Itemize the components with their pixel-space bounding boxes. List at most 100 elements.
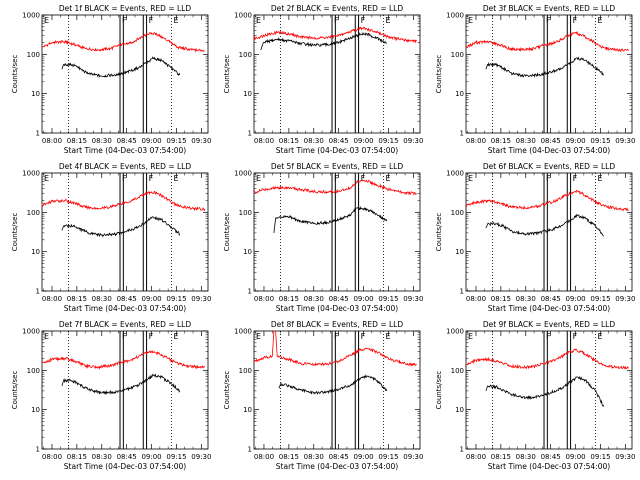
- x-tick-label: 09:30: [403, 295, 423, 303]
- lld-series-line: [465, 348, 629, 370]
- x-tick-label: 09:30: [191, 453, 211, 461]
- panel-title: Det 3f BLACK = Events, RED = LLD: [483, 4, 616, 13]
- events-series-line: [260, 31, 388, 51]
- x-tick-label: 08:45: [541, 137, 561, 145]
- panel-title: Det 4f BLACK = Events, RED = LLD: [59, 162, 192, 171]
- plot-frame: [465, 14, 633, 134]
- x-tick-label: 08:00: [42, 453, 62, 461]
- y-tick-label: 1: [248, 288, 252, 296]
- y-tick-label: 10: [243, 90, 252, 98]
- interval-marker-label: F: [546, 16, 551, 25]
- x-tick-label: 09:15: [590, 137, 610, 145]
- x-tick-label: 09:00: [565, 137, 585, 145]
- panel-title: Det 8f BLACK = Events, RED = LLD: [271, 320, 404, 329]
- x-tick-label: 09:00: [565, 453, 585, 461]
- x-tick-label: 09:15: [166, 453, 186, 461]
- interval-marker-label: E: [256, 332, 261, 341]
- panel-title: Det 6f BLACK = Events, RED = LLD: [483, 162, 616, 171]
- x-tick-label: 09:30: [615, 137, 635, 145]
- interval-marker-label: F: [546, 332, 551, 341]
- x-tick-label: 08:30: [92, 137, 112, 145]
- y-tick-label: 1: [36, 288, 40, 296]
- y-axis-label: Counts/sec: [11, 55, 19, 94]
- lld-series-line: [41, 31, 205, 53]
- y-tick-label: 1000: [446, 12, 464, 20]
- x-tick-label: 08:30: [304, 137, 324, 145]
- y-tick-label: 10: [455, 248, 464, 256]
- y-tick-label: 1: [248, 446, 252, 454]
- lld-series-line: [253, 26, 417, 44]
- x-axis-label: Start Time (04-Dec-03 07:54:00): [64, 462, 186, 471]
- y-tick-label: 1000: [446, 328, 464, 336]
- x-tick-label: 08:45: [329, 295, 349, 303]
- interval-marker-label: F: [361, 16, 366, 25]
- y-tick-label: 100: [451, 51, 464, 59]
- x-tick-label: 08:15: [279, 137, 299, 145]
- interval-marker-label: E: [44, 332, 49, 341]
- x-tick-label: 08:30: [92, 295, 112, 303]
- interval-marker-label: F: [334, 16, 339, 25]
- y-tick-label: 1000: [446, 170, 464, 178]
- lld-series-line: [41, 190, 206, 212]
- interval-marker-label: F: [573, 16, 578, 25]
- x-tick-label: 08:15: [67, 137, 87, 145]
- x-tick-label: 08:15: [67, 453, 87, 461]
- x-tick-label: 09:15: [378, 137, 398, 145]
- events-series-line: [485, 213, 604, 237]
- interval-marker-label: E: [173, 16, 178, 25]
- interval-marker-label: E: [468, 174, 473, 183]
- y-tick-label: 1000: [22, 170, 40, 178]
- events-series-line: [485, 56, 604, 79]
- detector-panel: Det 4f BLACK = Events, RED = LLD 1 10 100 10…: [11, 162, 211, 313]
- y-tick-label: 100: [27, 209, 40, 217]
- x-axis-label: Start Time (04-Dec-03 07:54:00): [488, 304, 610, 313]
- interval-marker-label: F: [573, 332, 578, 341]
- interval-marker-label: E: [173, 174, 178, 183]
- x-tick-label: 08:00: [42, 295, 62, 303]
- y-tick-label: 1: [36, 446, 40, 454]
- x-tick-label: 08:30: [92, 453, 112, 461]
- detector-panel: Det 6f BLACK = Events, RED = LLD 1 10 100 10…: [435, 162, 635, 313]
- y-tick-label: 1: [460, 288, 464, 296]
- x-tick-label: 09:00: [141, 137, 161, 145]
- x-tick-label: 08:30: [304, 295, 324, 303]
- y-tick-label: 100: [27, 51, 40, 59]
- events-series-line: [278, 374, 388, 395]
- x-tick-label: 08:45: [541, 453, 561, 461]
- interval-marker-label: E: [468, 16, 473, 25]
- y-tick-label: 100: [27, 367, 40, 375]
- events-series-line: [61, 56, 181, 78]
- x-tick-label: 08:15: [491, 453, 511, 461]
- x-tick-label: 08:15: [67, 295, 87, 303]
- y-axis-label: Counts/sec: [223, 55, 231, 94]
- interval-marker-label: E: [173, 332, 178, 341]
- x-tick-label: 09:15: [166, 295, 186, 303]
- x-tick-label: 09:00: [353, 453, 373, 461]
- panel-title: Det 2f BLACK = Events, RED = LLD: [271, 4, 404, 13]
- x-tick-label: 08:30: [516, 137, 536, 145]
- lld-series-line: [465, 31, 630, 53]
- interval-marker-label: F: [546, 174, 551, 183]
- x-axis-label: Start Time (04-Dec-03 07:54:00): [64, 146, 186, 155]
- plot-frame: [41, 330, 209, 450]
- panel-title: Det 9f BLACK = Events, RED = LLD: [483, 320, 616, 329]
- y-tick-label: 100: [239, 209, 252, 217]
- plot-frame: [253, 14, 421, 134]
- interval-marker-label: F: [573, 174, 578, 183]
- x-tick-label: 09:15: [378, 295, 398, 303]
- interval-marker-label: F: [334, 332, 339, 341]
- y-tick-label: 10: [31, 90, 40, 98]
- y-tick-label: 1: [36, 130, 40, 138]
- x-tick-label: 08:30: [516, 453, 536, 461]
- x-tick-label: 08:15: [491, 137, 511, 145]
- x-tick-label: 08:30: [516, 295, 536, 303]
- interval-marker-label: F: [149, 174, 154, 183]
- interval-marker-label: F: [361, 174, 366, 183]
- events-series-line: [485, 376, 605, 407]
- x-tick-label: 09:15: [590, 295, 610, 303]
- x-tick-label: 09:00: [353, 137, 373, 145]
- interval-marker-label: F: [122, 174, 127, 183]
- detector-panel: Det 9f BLACK = Events, RED = LLD 1 10 100 10…: [435, 320, 635, 471]
- y-tick-label: 1: [248, 130, 252, 138]
